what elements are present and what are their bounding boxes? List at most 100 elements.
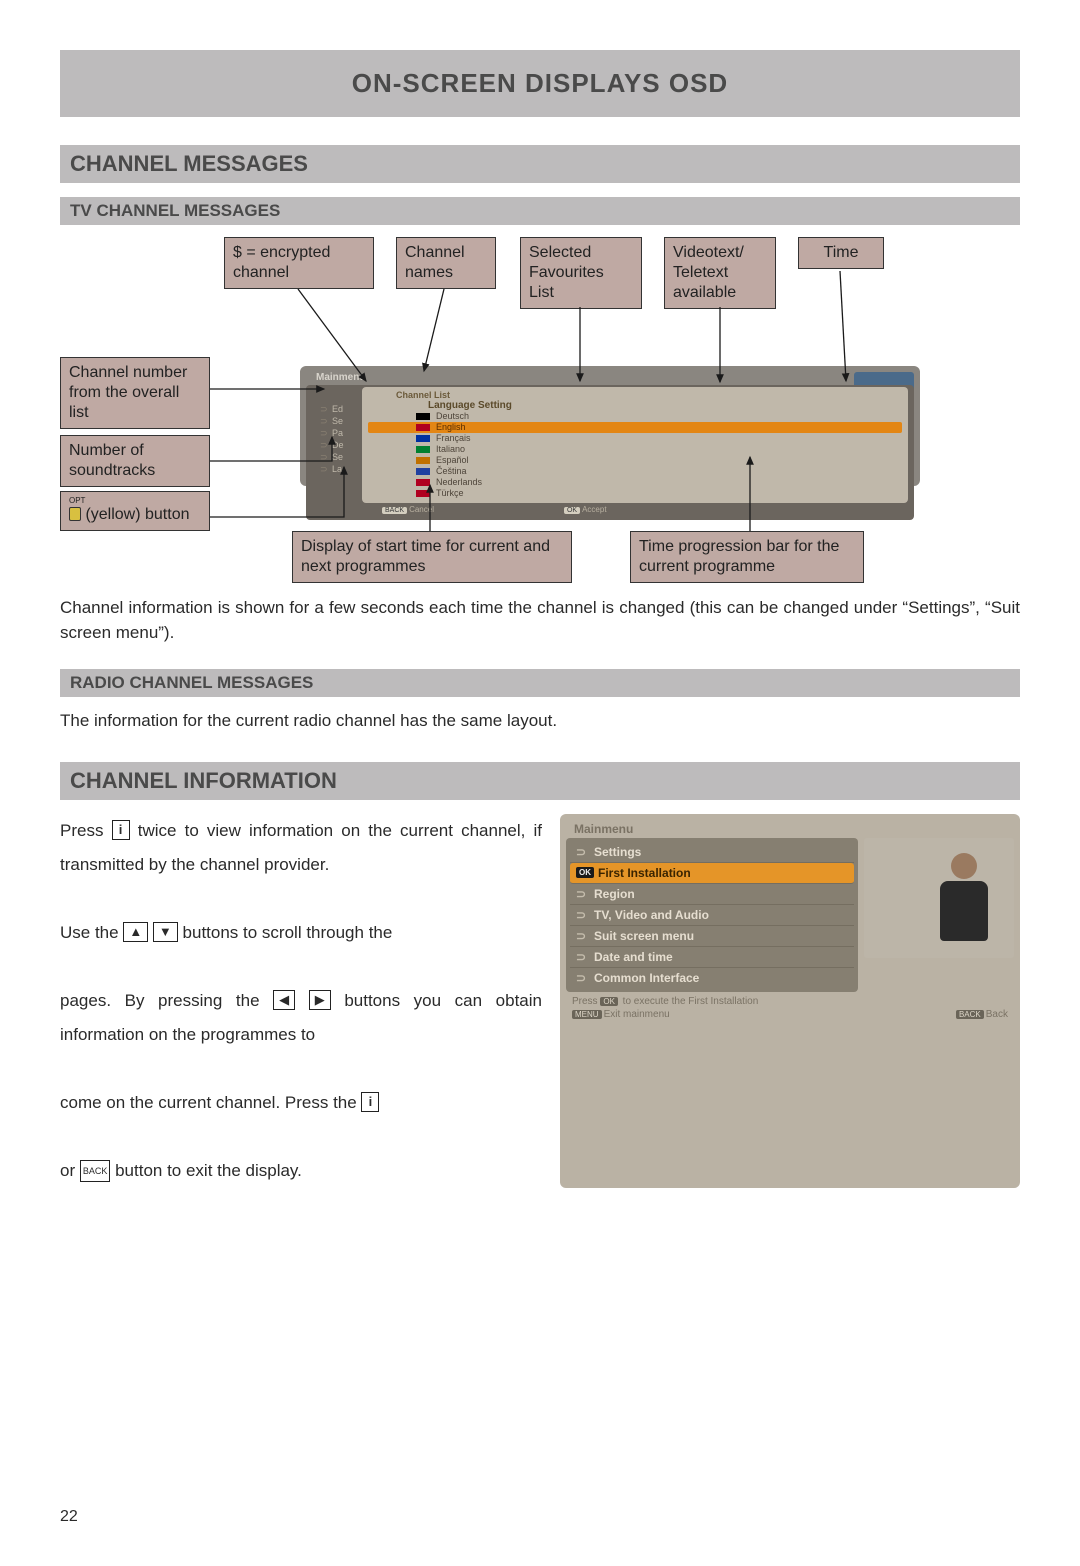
t5a: or [60,1161,80,1180]
osd-language-name: Deutsch [436,411,469,422]
osd2-menu-label: Date and time [594,950,673,964]
t1b: twice to view information on the current… [60,821,542,874]
channel-information-text: Press i twice to view information on the… [60,814,542,1188]
page-number: 22 [60,1508,1020,1526]
label-channel-names: Channel names [396,237,496,289]
flag-icon [416,424,430,431]
label-yellow-button-text: (yellow) button [81,506,190,523]
ok-key-icon: OK [564,507,580,514]
flag-icon [416,468,430,475]
osd2-menu-label: Settings [594,845,641,859]
osd-language-name: Nederlands [436,477,482,488]
sub-radio-channel-messages-bar: RADIO CHANNEL MESSAGES [60,669,1020,697]
flag-icon [416,457,430,464]
osd-language-list: DeutschEnglishFrançaisItalianoEspañolČeš… [368,411,902,499]
menu-arrow-icon: ⊃ [576,950,594,964]
sub-tv-channel-messages-heading: TV CHANNEL MESSAGES [70,201,1010,221]
section-channel-information-heading: CHANNEL INFORMATION [70,768,1010,794]
osd2-menu-item: ⊃Settings [570,842,854,863]
label-time: Time [798,237,884,269]
osd2-menu-label: First Installation [598,866,691,880]
osd-language-name: Français [436,433,471,444]
label-favourites: Selected Favourites List [520,237,642,309]
osd2-menu-label: Region [594,887,635,901]
t4a: come on the current channel. Press the [60,1093,361,1112]
osd2-menu-item: ⊃Suit screen menu [570,926,854,947]
osd2-footer: MENUExit mainmenu BACKBack [566,1007,1014,1020]
t2a: Use the [60,923,123,942]
osd-language-name: Čeština [436,466,467,477]
osd-language-row: Deutsch [368,411,902,422]
flag-icon [416,413,430,420]
osd2-hint: Press OK to execute the First Installati… [566,992,1014,1007]
osd-language-row: Español [368,455,902,466]
osd2-footer-right: Back [986,1009,1008,1020]
section-channel-messages-bar: CHANNEL MESSAGES [60,145,1020,183]
label-yellow-button: OPT (yellow) button [60,491,210,531]
osd-footer-cancel: Cancel [409,505,434,514]
person-icon [934,853,994,943]
menu-arrow-icon: ⊃ [576,908,594,922]
label-start-time: Display of start time for current and ne… [292,531,572,583]
menu-arrow-icon: ⊃ [576,887,594,901]
section-channel-information-bar: CHANNEL INFORMATION [60,762,1020,800]
osd2-menu-item: ⊃Common Interface [570,968,854,988]
label-ch-number: Channel number from the overall list [60,357,210,429]
osd-language-screenshot: Mainmenu EdSePaDeSeLa Channel List Langu… [300,366,920,486]
osd-language-name: Italiano [436,444,465,455]
label-encrypted: $ = encrypted channel [224,237,374,289]
osd2-menu-item: ⊃Date and time [570,947,854,968]
osd-language-row: Français [368,433,902,444]
osd2-menu: ⊃SettingsOKFirst Installation⊃Region⊃TV,… [566,838,858,992]
flag-icon [416,435,430,442]
down-button-icon: ▼ [153,922,178,942]
section-channel-messages-heading: CHANNEL MESSAGES [70,151,1010,177]
page-title-bar: ON-SCREEN DISPLAYS OSD [60,50,1020,117]
t3a: pages. By pressing the [60,991,273,1010]
back-button-icon: BACK [80,1160,111,1182]
osd-inner: EdSePaDeSeLa Channel List Language Setti… [306,385,914,520]
flag-icon [416,490,430,497]
osd2-menu-label: Suit screen menu [594,929,694,943]
radio-channel-text: The information for the current radio ch… [60,709,1020,734]
osd-language-row: Čeština [368,466,902,477]
yellow-button-icon [69,507,81,521]
t5b: button to exit the display. [115,1161,302,1180]
label-progress: Time progression bar for the current pro… [630,531,864,583]
osd-mainmenu-title: Mainmenu [306,370,914,385]
up-button-icon: ▲ [123,922,148,942]
channel-information-row: Press i twice to view information on the… [60,814,1020,1188]
osd2-menu-label: Common Interface [594,971,699,985]
osd2-menu-label: TV, Video and Audio [594,908,709,922]
osd-footer-accept: Accept [582,505,606,514]
t1a: Press [60,821,112,840]
menu-arrow-icon: ⊃ [576,971,594,985]
info-button-icon: i [112,820,130,840]
osd2-menu-item: OK First Installation [570,863,854,884]
osd-language-name: Español [436,455,469,466]
t2b: buttons to scroll through the [183,923,393,942]
left-button-icon: ◀ [273,990,295,1010]
osd2-preview [864,838,1014,958]
osd-footer: BACKCancel OKAccept [312,505,908,514]
menu-arrow-icon: ⊃ [576,845,594,859]
page-title: ON-SCREEN DISPLAYS OSD [60,68,1020,99]
ok-key-icon-2: OK [600,997,618,1006]
osd-language-row: Türkçe [368,488,902,499]
osd-language-name: Türkçe [436,488,464,499]
osd-settings-screenshot: Mainmenu ⊃SettingsOKFirst Installation⊃R… [560,814,1020,1188]
osd2-footer-left: Exit mainmenu [604,1009,670,1020]
osd-lang-panel: Channel List Language Setting DeutschEng… [362,387,908,503]
osd-lang-header: Language Setting [428,400,902,411]
osd-language-row: English [368,422,902,433]
label-teletext: Videotext/ Teletext available [664,237,776,309]
ok-badge-icon: OK [576,867,594,878]
osd2-body: ⊃SettingsOKFirst Installation⊃Region⊃TV,… [566,838,1014,992]
back-key-icon-2: BACK [956,1010,984,1019]
info-button-icon-2: i [361,1092,379,1112]
label-soundtracks: Number of soundtracks [60,435,210,487]
right-button-icon: ▶ [309,990,331,1010]
flag-icon [416,446,430,453]
sub-radio-channel-messages-heading: RADIO CHANNEL MESSAGES [70,673,1010,693]
osd-language-row: Italiano [368,444,902,455]
